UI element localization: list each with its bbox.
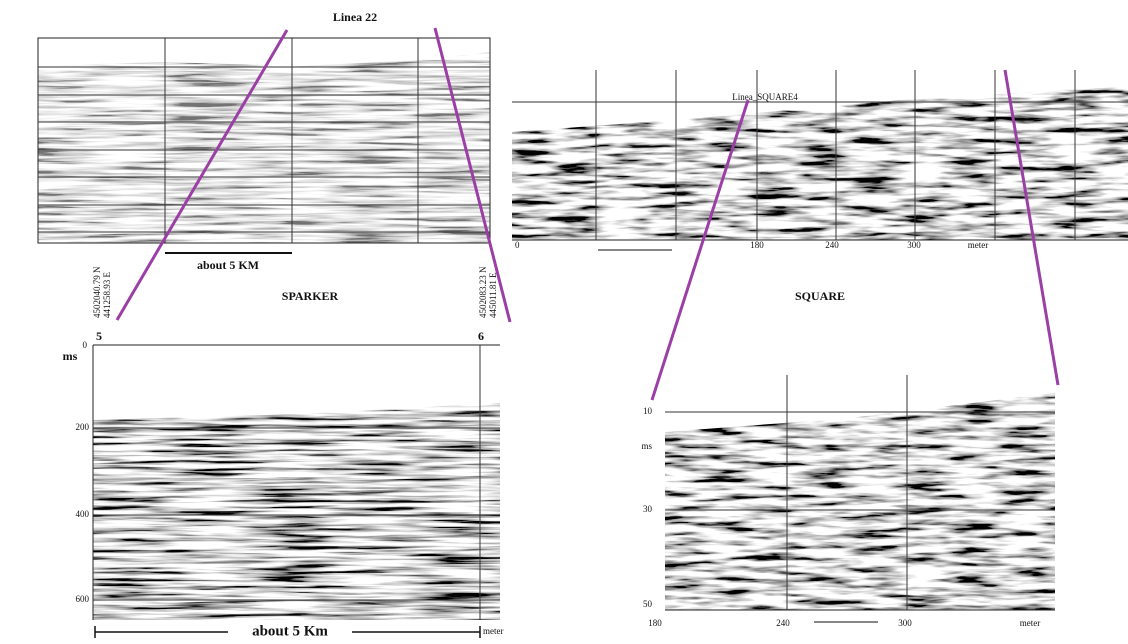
figure: Linea 22 about 5 KM Linea_SQUARE4 0 180 …: [0, 0, 1128, 644]
trace-label: 6: [478, 329, 484, 343]
square-overview: Linea_SQUARE4 0 180 240 300 meter: [512, 70, 1128, 250]
x-label: meter: [968, 240, 989, 250]
title: Linea_SQUARE4: [732, 92, 798, 102]
coordinate: 445011.81 E: [488, 272, 498, 318]
caption: SPARKER: [282, 289, 339, 303]
x-label: 300: [898, 618, 912, 628]
sparker-detail: 5 6 0 ms 200 400 600 about 5 Km meter: [63, 329, 504, 640]
seismic-area: [512, 80, 1128, 240]
scale-label: about 5 KM: [197, 258, 259, 272]
y-label: 600: [76, 594, 90, 604]
seismic-area: [93, 400, 500, 620]
trace-label: 5: [96, 329, 102, 343]
page: Seismic profiles figure body { margin: 0…: [0, 0, 1128, 644]
square-detail: 10 ms 30 50 180 240 300 meter: [641, 375, 1055, 628]
y-label: 0: [83, 340, 88, 350]
y-unit: ms: [63, 349, 78, 363]
start-coordinates: 4502040.79 N 441258.93 E: [92, 266, 112, 318]
seismic-area: [665, 390, 1055, 610]
y-label: 30: [643, 504, 653, 514]
title: Linea 22: [333, 10, 377, 24]
y-label: 400: [76, 509, 90, 519]
y-label: 50: [643, 599, 653, 609]
y-label: 10: [643, 406, 653, 416]
seismic-texture: [512, 80, 1128, 240]
y-unit: ms: [641, 441, 652, 451]
x-label: 240: [825, 240, 839, 250]
x-label: 0: [515, 240, 520, 250]
x-label: 180: [750, 240, 764, 250]
coordinate: 441258.93 E: [102, 272, 112, 319]
x-label: 180: [648, 618, 662, 628]
seismic-texture: [665, 390, 1055, 610]
x-label: 240: [776, 618, 790, 628]
sparker-overview: Linea 22 about 5 KM: [38, 10, 490, 272]
body: {"sparker_overview": {"title": "Linea 22…: [0, 0, 1128, 644]
x-unit: meter: [1020, 618, 1041, 628]
x-unit: meter: [483, 626, 504, 636]
seismic-texture: [93, 400, 500, 620]
y-label: 200: [76, 422, 90, 432]
end-coordinates: 4502083.23 N 445011.81 E: [478, 266, 498, 318]
caption: SQUARE: [795, 289, 845, 303]
scale-label: about 5 Km: [252, 623, 328, 639]
coordinate: 4502083.23 N: [478, 266, 488, 318]
x-label: 300: [907, 240, 921, 250]
coordinate: 4502040.79 N: [92, 266, 102, 318]
